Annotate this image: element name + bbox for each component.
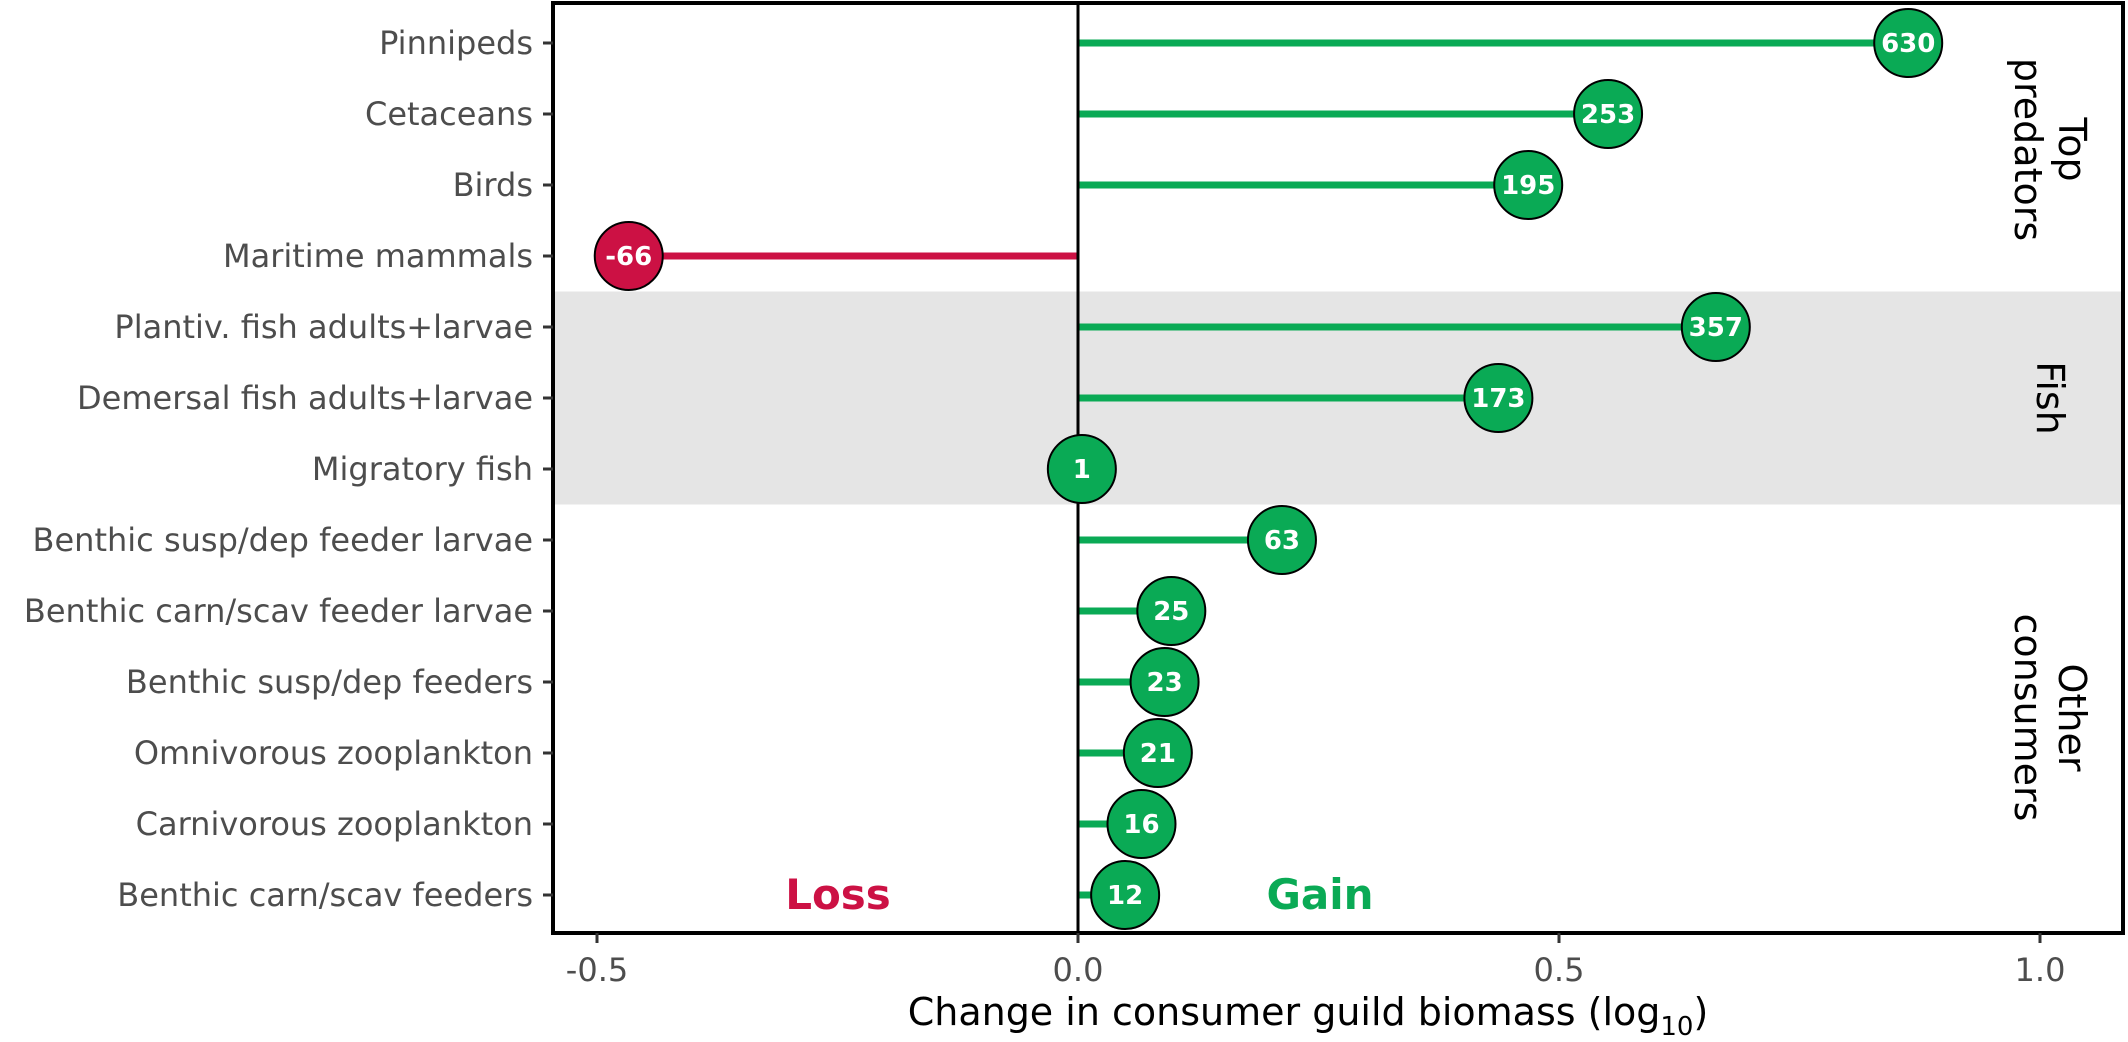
- x-tick-label: 1.0: [2015, 951, 2066, 989]
- data-label: 12: [1107, 881, 1143, 911]
- x-axis-title: Change in consumer guild biomass (log10): [908, 990, 1709, 1037]
- x-tick-label: 0.0: [1053, 951, 1104, 989]
- data-point: [1463, 363, 1534, 433]
- data-label: 357: [1689, 313, 1743, 343]
- data-point: [1136, 576, 1207, 646]
- loss-annotation: Loss: [785, 870, 891, 919]
- y-tick-label: Omnivorous zooplankton: [134, 734, 533, 772]
- data-point: [1046, 434, 1117, 504]
- data-point: [1129, 647, 1200, 717]
- data-point: [1106, 789, 1177, 859]
- y-tick-label: Benthic carn/scav feeder larvae: [24, 592, 533, 630]
- data-point: [1090, 860, 1161, 930]
- y-tick-label: Demersal fish adults+larvae: [77, 379, 533, 417]
- data-label: 25: [1153, 597, 1189, 627]
- data-label: 1: [1073, 455, 1091, 485]
- x-tick-label: 0.5: [1534, 951, 1585, 989]
- data-label: -66: [605, 242, 652, 272]
- y-tick-label: Cetaceans: [365, 95, 533, 133]
- y-tick-label: Carnivorous zooplankton: [136, 805, 533, 843]
- y-tick-label: Benthic susp/dep feeder larvae: [33, 521, 533, 559]
- group-label: Toppredators: [2006, 58, 2094, 241]
- data-label: 16: [1123, 810, 1159, 840]
- y-tick-label: Benthic carn/scav feeders: [117, 876, 533, 914]
- x-tick-label: -0.5: [566, 951, 628, 989]
- data-label: 195: [1501, 171, 1555, 201]
- data-label: 21: [1140, 739, 1176, 769]
- y-tick-label: Benthic susp/dep feeders: [126, 663, 533, 701]
- group-label: Fish: [2028, 361, 2072, 435]
- data-label: 23: [1146, 668, 1182, 698]
- data-label: 630: [1881, 29, 1935, 59]
- y-tick-label: Pinnipeds: [379, 24, 533, 62]
- data-point: [1573, 79, 1644, 149]
- data-point: [593, 221, 664, 291]
- data-label: 63: [1264, 526, 1300, 556]
- data-point: [1680, 292, 1751, 362]
- y-tick-label: Birds: [453, 166, 533, 204]
- group-label: Otherconsumers: [2006, 614, 2094, 822]
- data-point: [1493, 150, 1564, 220]
- y-tick-label: Plantiv. fish adults+larvae: [114, 308, 533, 346]
- data-label: 253: [1581, 100, 1635, 130]
- gain-annotation: Gain: [1266, 870, 1373, 919]
- data-point: [1122, 718, 1193, 788]
- data-point: [1246, 505, 1317, 575]
- y-tick-label: Migratory fish: [312, 450, 533, 488]
- data-point: [1873, 8, 1944, 78]
- y-tick-label: Maritime mammals: [223, 237, 533, 275]
- data-label: 173: [1471, 384, 1525, 414]
